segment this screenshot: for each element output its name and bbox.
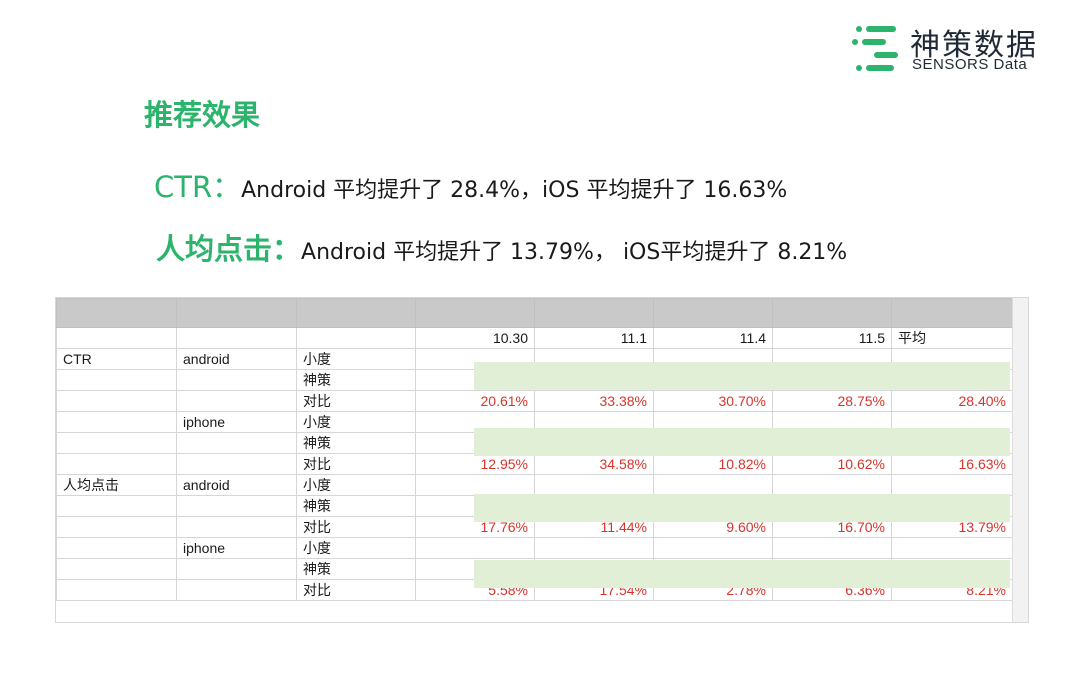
brand-name-en: SENSORS Data [912,56,1028,73]
source-cell: 神策 [296,558,416,580]
value-cell [772,474,892,496]
metric-cell [56,369,177,391]
value-cell [653,474,773,496]
source-cell: 小度 [296,537,416,559]
header-cell-date: 10.30 [415,327,535,349]
platform-cell [176,558,297,580]
platform-cell [176,579,297,601]
value-cell [415,474,535,496]
source-cell: 小度 [296,474,416,496]
click-summary: 人均点击：Android 平均提升了 13.79%， iOS平均提升了 8.21… [156,226,847,268]
value-cell [891,537,1013,559]
value-cell [653,537,773,559]
value-cell [891,474,1013,496]
page-title: 推荐效果 [144,98,261,132]
metric-cell [56,579,177,601]
redaction-mask [474,494,1010,522]
platform-cell [176,495,297,517]
metric-cell: CTR [56,348,177,370]
value-cell [772,537,892,559]
platform-cell [176,369,297,391]
platform-cell [176,453,297,475]
ctr-text: Android 平均提升了 28.4%，iOS 平均提升了 16.63% [241,178,788,203]
value-cell: 20.61% [415,390,535,412]
header-cell-date: 11.5 [772,327,892,349]
value-cell: 28.40% [891,390,1013,412]
source-cell: 神策 [296,495,416,517]
header-cell [56,327,177,349]
source-cell: 神策 [296,369,416,391]
value-cell: 12.95% [415,453,535,475]
sensors-data-logo: 神策数据 SENSORS Data [852,20,1052,78]
metric-cell [56,453,177,475]
platform-cell: android [176,474,297,496]
value-cell: 34.58% [534,453,654,475]
header-cell [296,327,416,349]
ctr-label: CTR： [154,170,242,204]
metric-cell [56,516,177,538]
source-cell: 神策 [296,432,416,454]
source-cell: 小度 [296,411,416,433]
metric-cell [56,537,177,559]
platform-cell [176,432,297,454]
value-cell: 16.63% [891,453,1013,475]
header-cell-date: 11.4 [653,327,773,349]
source-cell: 小度 [296,348,416,370]
click-label: 人均点击： [156,232,302,266]
source-cell: 对比 [296,453,416,475]
header-cell-average: 平均 [891,327,1013,349]
redaction-mask [474,428,1010,456]
metric-cell [56,558,177,580]
table-row: 对比 20.61% 33.38% 30.70% 28.75% 28.40% [56,390,1013,412]
header-row: 10.30 11.1 11.4 11.5 平均 [56,327,1013,349]
sensors-logo-icon [852,26,898,71]
header-gray-row [56,298,1013,328]
value-cell [534,537,654,559]
value-cell: 28.75% [772,390,892,412]
vertical-scrollbar[interactable] [1012,298,1028,622]
metric-cell [56,390,177,412]
header-cell [176,327,297,349]
platform-cell [176,390,297,412]
source-cell: 对比 [296,516,416,538]
table-row: iphone 小度 [56,537,1013,559]
spreadsheet: 10.30 11.1 11.4 11.5 平均 CTR android 小度 神策 对比… [55,297,1029,623]
table-row: 人均点击 android 小度 [56,474,1013,496]
platform-cell [176,516,297,538]
brand-name-cn: 神策数据 [910,28,1038,63]
redaction-mask [474,362,1010,390]
metric-cell: 人均点击 [56,474,177,496]
ctr-summary: CTR：Android 平均提升了 28.4%，iOS 平均提升了 16.63% [154,164,787,206]
value-cell [534,474,654,496]
source-cell: 对比 [296,579,416,601]
source-cell: 对比 [296,390,416,412]
header-cell-date: 11.1 [534,327,654,349]
table-row: 对比 12.95% 34.58% 10.82% 10.62% 16.63% [56,453,1013,475]
metric-cell [56,411,177,433]
metric-cell [56,495,177,517]
redaction-mask [474,560,1010,588]
value-cell: 10.62% [772,453,892,475]
value-cell [415,537,535,559]
metric-cell [56,432,177,454]
value-cell: 10.82% [653,453,773,475]
platform-cell: iphone [176,537,297,559]
value-cell: 30.70% [653,390,773,412]
platform-cell: android [176,348,297,370]
platform-cell: iphone [176,411,297,433]
value-cell: 33.38% [534,390,654,412]
click-text: Android 平均提升了 13.79%， iOS平均提升了 8.21% [301,240,848,265]
